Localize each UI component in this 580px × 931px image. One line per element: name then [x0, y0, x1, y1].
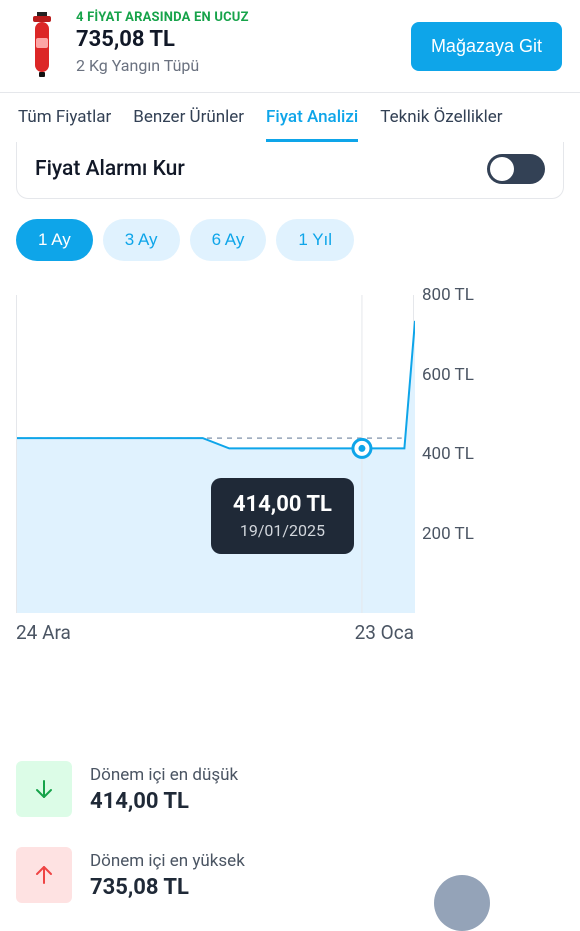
arrow-up-icon [16, 847, 72, 903]
tab-similar[interactable]: Benzer Ürünler [133, 107, 244, 142]
stat-period-high: Dönem içi en yüksek 735,08 TL [0, 847, 580, 903]
ytick-label: 600 TL [422, 365, 474, 385]
ytick-label: 400 TL [422, 444, 474, 464]
xaxis-end: 23 Oca [355, 621, 414, 644]
tooltip-date: 19/01/2025 [233, 521, 332, 540]
chip-1y[interactable]: 1 Yıl [276, 219, 354, 261]
product-image [18, 10, 66, 80]
stat-low-value: 414,00 TL [90, 789, 238, 814]
tab-specs[interactable]: Teknik Özellikler [380, 107, 502, 142]
chart-plot-area[interactable] [16, 295, 414, 613]
ytick-label: 200 TL [422, 524, 474, 544]
tab-price-analysis[interactable]: Fiyat Analizi [266, 107, 358, 142]
price-alarm-toggle[interactable] [487, 154, 545, 184]
product-title: 2 Kg Yangın Tüpü [76, 56, 411, 75]
stat-low-label: Dönem içi en düşük [90, 765, 238, 785]
cheapest-tag: 4 FİYAT ARASINDA EN UCUZ [76, 10, 411, 25]
product-price: 735,08 TL [76, 27, 411, 52]
floating-action-button[interactable] [434, 875, 490, 931]
product-header: 4 FİYAT ARASINDA EN UCUZ 735,08 TL 2 Kg … [0, 0, 580, 93]
period-chips: 1 Ay 3 Ay 6 Ay 1 Yıl [0, 199, 580, 261]
stat-period-low: Dönem içi en düşük 414,00 TL [0, 761, 580, 817]
tabs: Tüm Fiyatlar Benzer Ürünler Fiyat Analiz… [0, 93, 580, 142]
chip-3m[interactable]: 3 Ay [103, 219, 180, 261]
go-to-store-button[interactable]: Mağazaya Git [411, 22, 562, 71]
chart-xaxis: 24 Ara 23 Oca [16, 621, 414, 644]
chip-6m[interactable]: 6 Ay [190, 219, 267, 261]
tab-all-prices[interactable]: Tüm Fiyatlar [18, 107, 111, 142]
price-alarm-card: Fiyat Alarmı Kur [16, 142, 564, 199]
ytick-label: 800 TL [422, 285, 474, 305]
chip-1m[interactable]: 1 Ay [16, 219, 93, 261]
stat-high-value: 735,08 TL [90, 875, 245, 900]
price-alarm-label: Fiyat Alarmı Kur [35, 157, 185, 181]
price-chart: 800 TL600 TL400 TL200 TL 24 Ara 23 Oca 4… [16, 295, 564, 655]
product-meta: 4 FİYAT ARASINDA EN UCUZ 735,08 TL 2 Kg … [76, 10, 411, 75]
arrow-down-icon [16, 761, 72, 817]
tooltip-value: 414,00 TL [233, 492, 332, 517]
stat-high-label: Dönem içi en yüksek [90, 851, 245, 871]
chart-tooltip: 414,00 TL 19/01/2025 [211, 478, 354, 554]
xaxis-start: 24 Ara [16, 621, 71, 644]
